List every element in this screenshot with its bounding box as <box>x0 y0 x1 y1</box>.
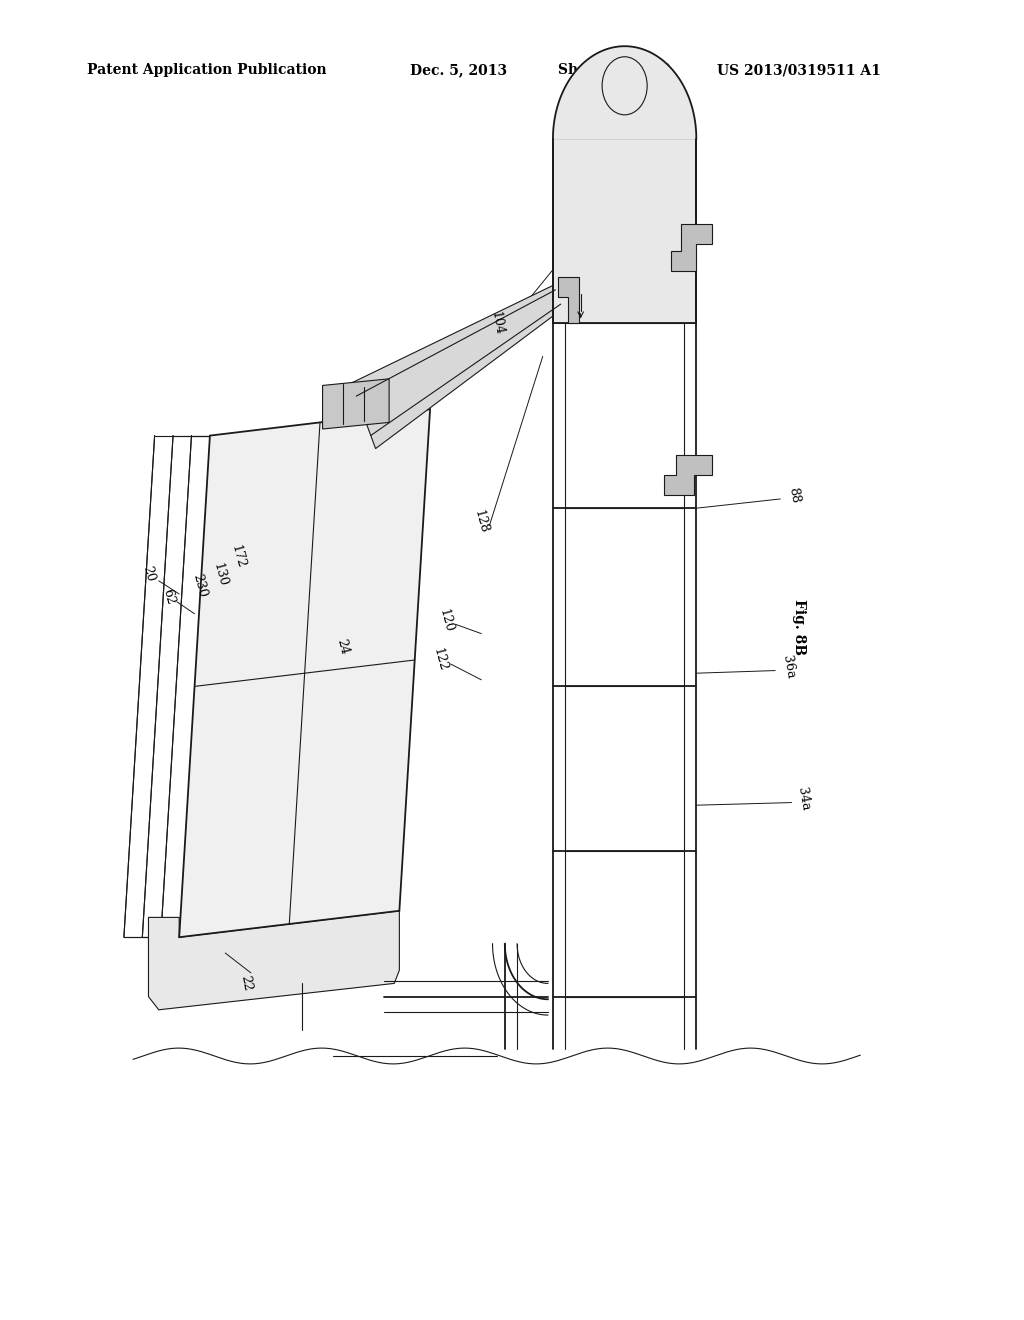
Polygon shape <box>558 277 579 323</box>
Polygon shape <box>351 285 562 449</box>
Text: 22: 22 <box>238 974 254 993</box>
Text: 88: 88 <box>785 486 802 504</box>
Text: Patent Application Publication: Patent Application Publication <box>87 63 327 78</box>
Text: 172: 172 <box>228 544 247 570</box>
Polygon shape <box>148 911 399 1010</box>
Polygon shape <box>671 224 712 271</box>
Text: 62: 62 <box>161 587 177 606</box>
Polygon shape <box>179 409 430 937</box>
Text: 230: 230 <box>190 573 209 599</box>
Text: Sheet 10 of 20: Sheet 10 of 20 <box>558 63 671 78</box>
Text: 128: 128 <box>472 508 490 535</box>
Polygon shape <box>553 46 696 139</box>
Text: 24: 24 <box>335 638 351 656</box>
Bar <box>553 139 696 323</box>
Polygon shape <box>664 455 712 495</box>
Text: 34a: 34a <box>796 785 812 812</box>
Text: Fig. 8B: Fig. 8B <box>792 599 806 655</box>
Text: US 2013/0319511 A1: US 2013/0319511 A1 <box>717 63 881 78</box>
Text: Dec. 5, 2013: Dec. 5, 2013 <box>410 63 507 78</box>
Text: 20: 20 <box>140 565 157 583</box>
Text: 36a: 36a <box>780 653 797 680</box>
Text: 122: 122 <box>431 647 450 673</box>
Text: 130: 130 <box>211 561 229 587</box>
Text: 120: 120 <box>436 607 455 634</box>
Polygon shape <box>323 379 389 429</box>
Text: 104: 104 <box>488 310 505 337</box>
